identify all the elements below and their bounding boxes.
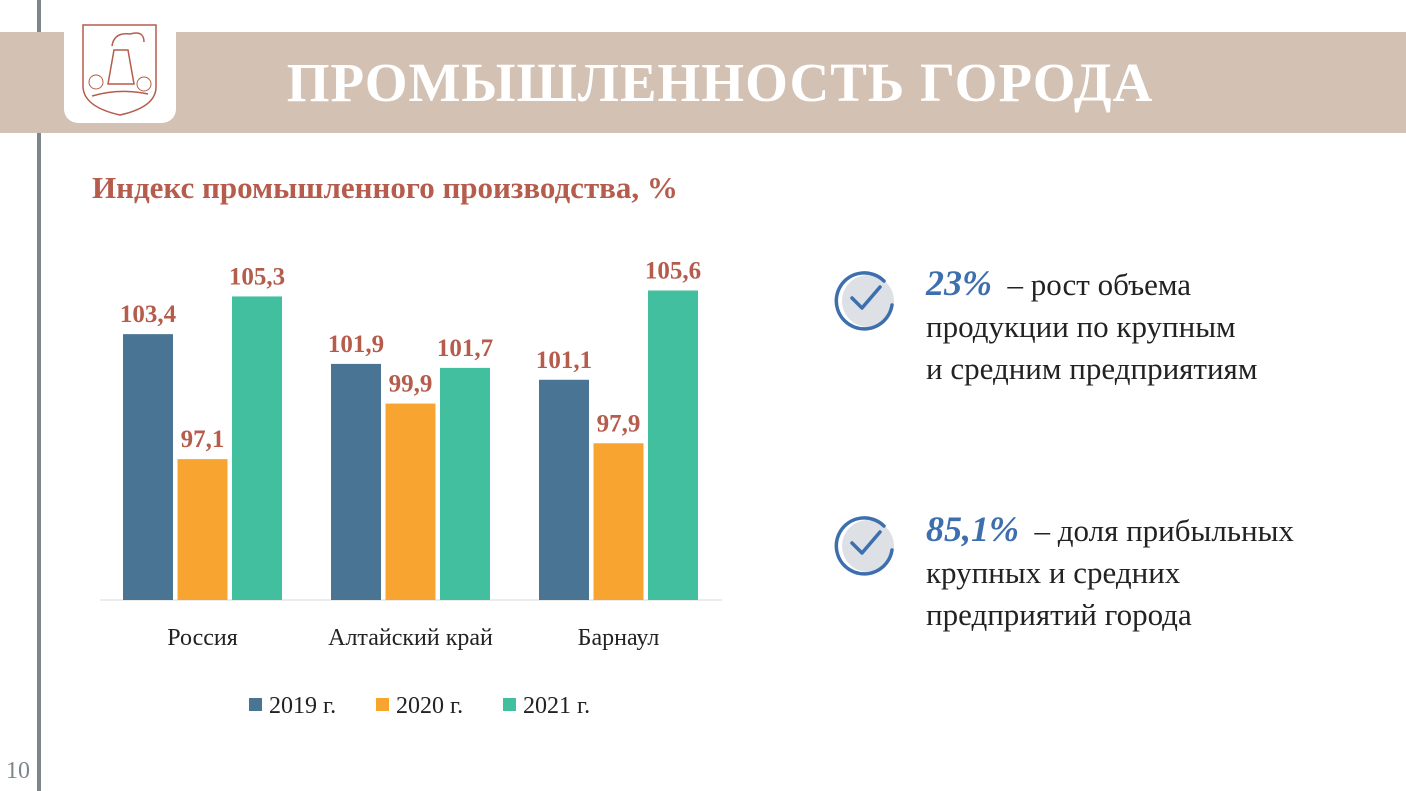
fact-text: – рост объема (1007, 267, 1192, 302)
bar (232, 296, 282, 600)
data-label: 105,6 (645, 257, 701, 284)
bar (123, 334, 173, 600)
bar (177, 459, 228, 600)
legend-swatch (503, 698, 516, 711)
x-tick-label: Россия (167, 625, 238, 651)
data-label: 99,9 (389, 371, 433, 398)
x-tick-label: Барнаул (578, 625, 660, 651)
bar (440, 367, 490, 600)
data-label: 101,9 (328, 331, 384, 358)
page-title: ПРОМЫШЛЕННОСТЬ ГОРОДА (286, 52, 1154, 113)
fact-text: и средним предприятиям (926, 351, 1258, 386)
chart-title: Индекс промышленного производства, % (92, 170, 678, 205)
legend-swatch (376, 698, 389, 711)
bar (331, 363, 381, 600)
data-label: 101,1 (536, 347, 592, 374)
data-label: 97,1 (181, 426, 225, 453)
fact-text: продукции по крупным (926, 309, 1236, 344)
fact-value: 85,1% (926, 509, 1019, 549)
fact-text: крупных и средних (926, 555, 1181, 590)
page-number: 10 (6, 758, 30, 784)
bar (539, 379, 589, 600)
data-label: 105,3 (229, 263, 285, 290)
fact-value: 23% (926, 263, 992, 303)
x-tick-label: Алтайский край (328, 625, 493, 651)
fact-text: предприятий города (926, 597, 1192, 632)
legend-label: 2020 г. (396, 693, 463, 719)
data-label: 97,9 (597, 410, 641, 437)
data-label: 101,7 (437, 335, 493, 362)
legend-swatch (249, 698, 262, 711)
city-coat-of-arms-logo (64, 22, 176, 123)
bar (593, 443, 644, 600)
legend-label: 2019 г. (269, 693, 336, 719)
bar (385, 403, 436, 600)
fact-text: – доля прибыльных (1034, 513, 1294, 548)
left-rule (37, 0, 41, 791)
bar (648, 290, 698, 600)
header-band (0, 32, 1406, 133)
checkmark-icon (834, 516, 894, 576)
legend-label: 2021 г. (523, 693, 590, 719)
checkmark-icon (834, 271, 894, 331)
data-label: 103,4 (120, 301, 177, 328)
